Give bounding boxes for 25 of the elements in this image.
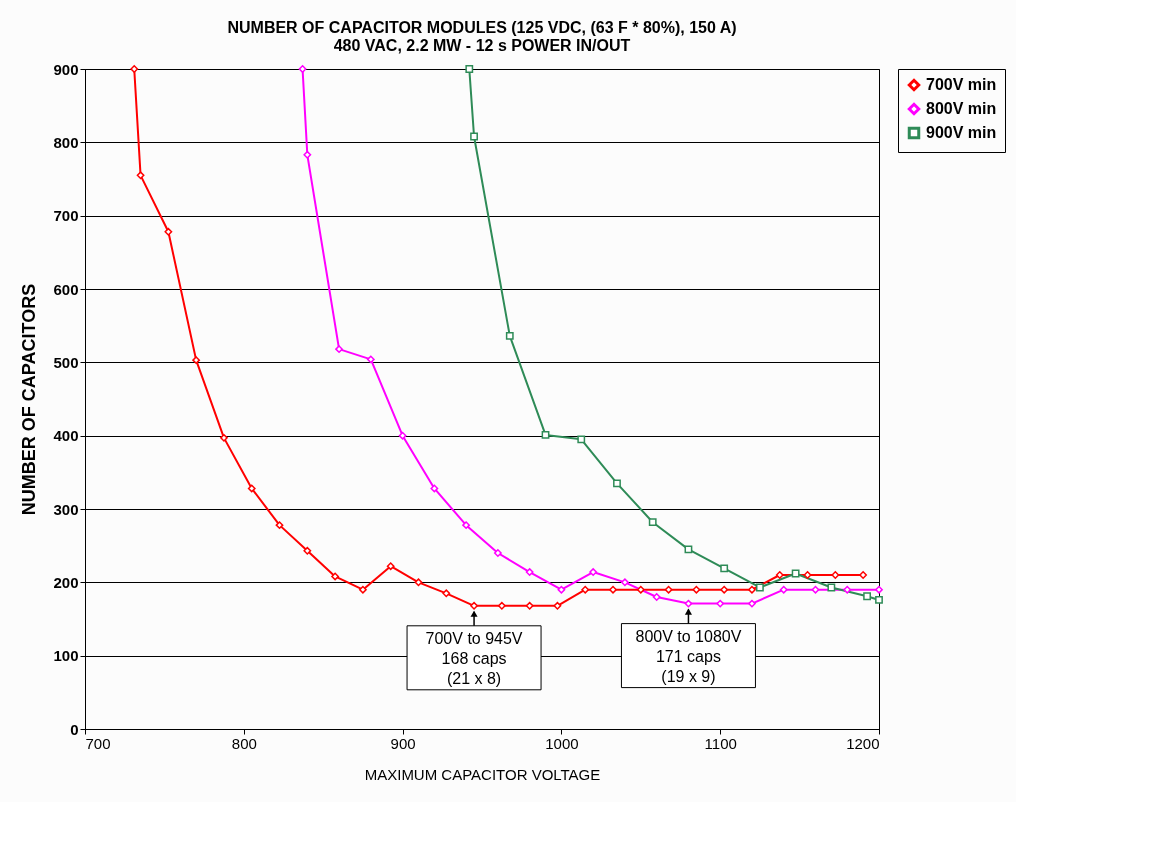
y-tick-label: 700 xyxy=(53,207,79,225)
x-tick-label: 800 xyxy=(231,734,257,752)
x-tick-label: 1000 xyxy=(545,734,579,752)
annotation: 800V to 1080V 171 caps (19 x 9) xyxy=(635,627,742,685)
annotation: 700V to 945V 168 caps (21 x 8) xyxy=(425,629,523,687)
y-tick-label: 300 xyxy=(53,500,79,518)
y-axis-title: NUMBER OF CAPACITORS xyxy=(19,283,40,516)
legend-label: 700V min xyxy=(926,76,997,93)
y-tick-label: 0 xyxy=(70,720,79,738)
x-tick-label: 1200 xyxy=(846,734,880,752)
legend-label: 900V min xyxy=(926,124,997,141)
legend-label: 800V min xyxy=(926,100,997,117)
y-tick-label: 800 xyxy=(53,133,79,151)
x-axis-title: MAXIMUM CAPACITOR VOLTAGE xyxy=(364,765,601,783)
text: 480 VAC, 2.2 MW - 12 s POWER IN/OUT xyxy=(333,37,631,54)
y-tick-label: 500 xyxy=(53,353,79,371)
y-tick-label: 900 xyxy=(53,60,79,78)
y-tick-label: 200 xyxy=(53,573,79,591)
y-tick-label: 100 xyxy=(53,647,79,665)
y-tick-label: 600 xyxy=(53,280,79,298)
x-tick-label: 900 xyxy=(390,734,416,752)
x-tick-label: 1100 xyxy=(704,734,737,752)
y-tick-label: 400 xyxy=(53,427,79,445)
text: NUMBER OF CAPACITOR MODULES (125 VDC, (63 F * 80%), 150 A) xyxy=(227,19,737,36)
x-tick-label: 700 xyxy=(85,734,111,752)
